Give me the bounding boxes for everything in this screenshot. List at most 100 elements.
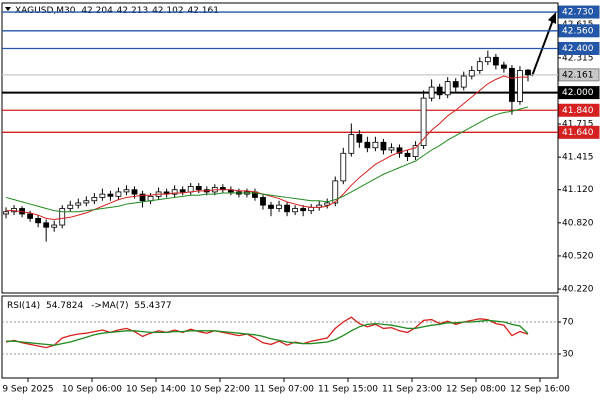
rsi-value: 54.7824 [46,301,83,311]
level-label: 42.560 [562,26,594,36]
candle-body [412,145,419,158]
header-high: 42.213 [117,6,149,16]
candle-body [420,97,427,146]
y-tick-label: 30 [562,350,574,360]
rsi-header: RSI(14) 54.7824 ->MA(7) 55.4377 [7,301,172,311]
candle-body [27,213,34,219]
level-label: 42.400 [562,44,594,54]
symbol: XAGUSD,M30 [15,6,76,16]
candle-body [404,152,411,158]
candle-body [107,193,114,197]
candle-body [509,67,515,102]
candle-body [131,189,138,195]
level-label: 41.840 [562,106,594,116]
level-label: 42.000 [562,88,594,98]
candle-body [123,189,130,193]
candle-body [51,224,58,228]
candle-body [284,204,290,213]
candle-body [179,189,186,193]
candle-body [11,208,17,213]
candle-body [444,81,451,96]
candle-body [35,218,42,224]
candle-body [468,70,475,77]
candle-body [500,64,507,69]
y-tick-label: 70 [562,318,574,328]
candle-body [99,193,106,198]
candle-body [3,211,9,215]
y-tick-label: 41.415 [562,153,594,163]
moving-average [5,106,529,213]
candle-body [348,134,355,154]
candle-body [292,208,299,213]
level-label: 42.161 [562,70,594,80]
level-label-bg [558,68,600,82]
candle-body [396,147,403,154]
x-tick-label: 12 Sep 16:00 [510,385,570,395]
level-label-bg [558,41,600,55]
moving-average [6,75,528,221]
y-tick-label: 40.820 [562,218,594,228]
candle-body [525,69,531,76]
ma-value: 55.4377 [134,301,171,311]
candle-body [364,141,371,149]
ma-label: ->MA(7) [91,301,128,311]
level-label-bg [558,24,600,38]
candle-body [139,193,146,202]
candle-body [43,222,50,228]
candle-body [171,189,178,195]
candle-body [268,204,274,209]
candle-body [492,56,499,66]
candle-body [428,86,435,99]
x-tick-label: 10 Sep 06:00 [62,385,122,395]
y-tick-label: 40.520 [562,251,594,261]
candle-body [260,197,266,206]
x-tick-label: 9 Sep 2025 [2,385,53,395]
level-label: 42.730 [562,8,594,18]
candle-body [452,81,459,88]
x-tick-label: 11 Sep 15:00 [318,385,378,395]
candle-body [332,180,339,204]
x-tick-label: 11 Sep 07:00 [254,385,314,395]
header-open: 42.204 [81,6,113,16]
y-tick-label: 41.120 [562,185,594,195]
y-tick-label: 42.315 [562,53,594,63]
forecast-arrowhead [548,12,556,24]
y-tick-label: 41.715 [562,120,594,130]
indicator-line [5,316,529,349]
x-tick-label: 10 Sep 22:00 [190,385,250,395]
candle-body [324,202,331,206]
x-tick-label: 11 Sep 23:00 [382,385,442,395]
chart-header: XAGUSD,M30 42.204 42.213 42.102 42.161 [15,6,219,16]
x-tick-label: 12 Sep 08:00 [446,385,506,395]
candle-body [59,208,66,226]
level-label-bg [558,103,600,117]
rsi-label: RSI(14) [7,301,40,311]
candle-body [187,186,194,193]
level-label-bg [558,5,600,19]
candle-body [356,134,363,143]
candle-body [460,75,467,88]
candle-body [115,191,122,197]
candle-body [484,56,491,63]
candle-body [300,208,307,212]
header-close: 42.161 [187,6,219,16]
candle-body [380,141,387,151]
candle-body [91,197,98,202]
main-frame [1,2,559,294]
candle-body [83,200,90,204]
candle-body [388,147,395,151]
x-tick-label: 10 Sep 14:00 [126,385,186,395]
level-label-bg [558,125,600,139]
menu-icon [5,7,11,11]
level-label: 41.640 [562,128,594,138]
y-tick-label: 40.220 [562,285,594,295]
candle-body [476,61,483,71]
candle-body [436,86,443,96]
candle-body [372,141,379,149]
level-label-bg [558,86,600,100]
candle-body [340,152,347,182]
candle-body [195,186,202,191]
candle-body [276,204,282,209]
rsi-frame [1,295,559,379]
